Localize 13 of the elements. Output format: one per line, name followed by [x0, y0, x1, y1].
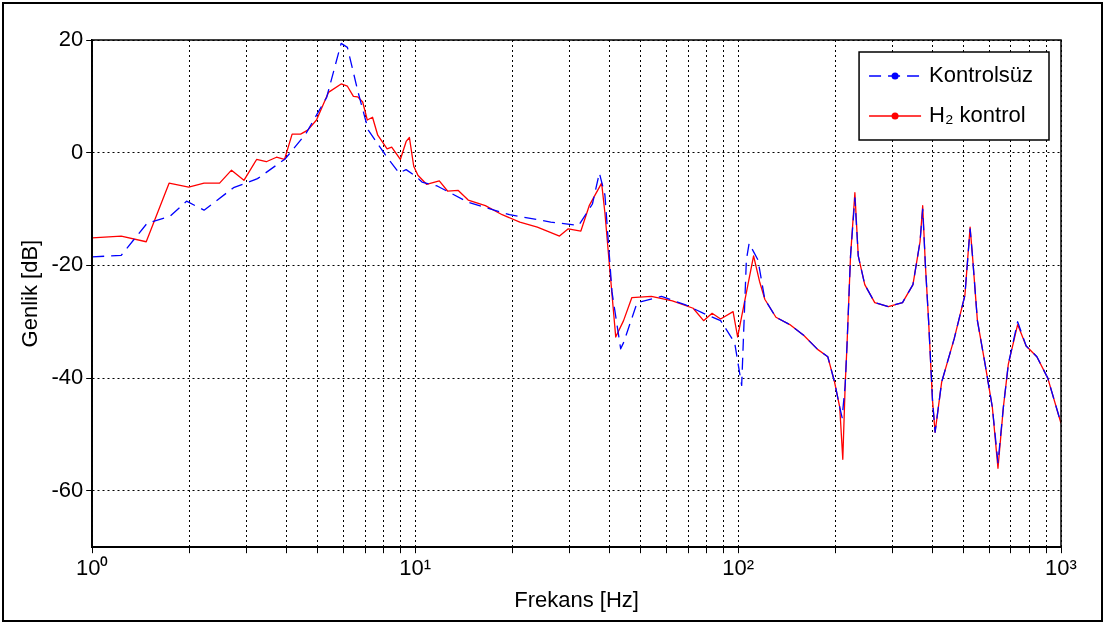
- legend-label: Kontrolsüz: [929, 62, 1034, 88]
- x-axis-title: Frekans [Hz]: [514, 586, 639, 612]
- legend-label: H₂ kontrol: [929, 102, 1026, 128]
- y-tick-label: 20: [58, 26, 84, 52]
- x-tick-label: 10²: [722, 555, 754, 581]
- y-axis-title: Genlik [dB]: [17, 239, 43, 348]
- x-tick-label: 10³: [1045, 555, 1077, 581]
- y-tick-label: 0: [70, 138, 84, 164]
- x-tick-label: 10¹: [399, 555, 432, 581]
- x-tick-label: 10⁰: [75, 555, 109, 581]
- y-tick-label: -60: [51, 476, 84, 502]
- y-tick-label: -20: [51, 251, 84, 277]
- y-tick-label: -40: [51, 364, 84, 390]
